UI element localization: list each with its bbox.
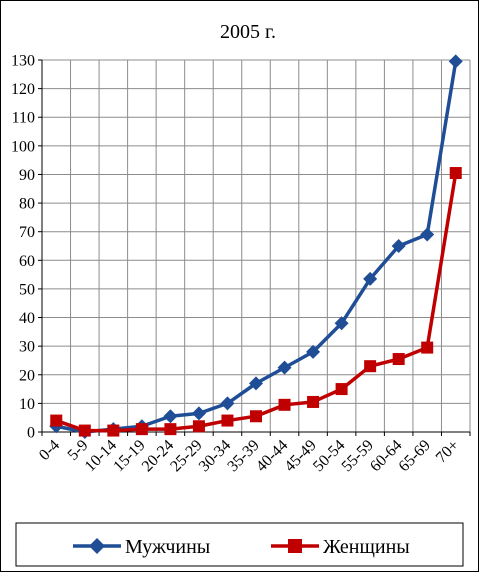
data-point-women bbox=[192, 420, 205, 433]
data-point-men bbox=[306, 344, 321, 359]
series-layer bbox=[49, 54, 463, 439]
y-tick-label: 50 bbox=[19, 281, 35, 298]
y-tick-label: 40 bbox=[19, 310, 35, 327]
y-tick-label: 20 bbox=[19, 367, 35, 384]
data-point-women bbox=[221, 414, 234, 427]
legend: Мужчины Женщины bbox=[15, 522, 464, 567]
legend-box bbox=[15, 522, 464, 567]
legend-label-men: Мужчины bbox=[125, 536, 210, 558]
data-point-women bbox=[78, 424, 91, 437]
data-point-men bbox=[420, 227, 435, 242]
x-tick-label: 40-44 bbox=[253, 437, 291, 475]
x-tick-label: 70+ bbox=[433, 437, 463, 467]
data-point-women bbox=[449, 167, 462, 180]
x-tick-label: 15-19 bbox=[110, 437, 148, 475]
data-point-women bbox=[135, 423, 148, 436]
y-tick-label: 90 bbox=[19, 167, 35, 184]
x-tick-label: 55-59 bbox=[339, 437, 377, 475]
y-tick-label: 70 bbox=[19, 224, 35, 241]
data-point-women bbox=[392, 353, 405, 366]
y-tick-label: 110 bbox=[12, 110, 35, 127]
x-tick-label: 45-49 bbox=[281, 437, 319, 475]
data-point-men bbox=[220, 396, 235, 411]
x-tick-label: 10-14 bbox=[82, 437, 120, 475]
y-tick-label: 80 bbox=[19, 196, 35, 213]
data-point-women bbox=[278, 398, 291, 411]
data-point-men bbox=[163, 409, 178, 424]
x-axis-ticks: 0-4 5-910-1415-1920-2425-2930-3435-3940-4… bbox=[36, 437, 463, 475]
data-point-men bbox=[191, 406, 206, 421]
x-tick-label: 25-29 bbox=[167, 437, 205, 475]
y-tick-label: 0 bbox=[27, 425, 35, 442]
data-point-women bbox=[164, 423, 177, 436]
data-point-men bbox=[334, 316, 349, 331]
data-point-women bbox=[421, 341, 434, 354]
y-tick-label: 130 bbox=[11, 53, 35, 70]
y-tick-label: 10 bbox=[19, 396, 35, 413]
x-tick-label: 50-54 bbox=[310, 437, 348, 475]
y-tick-label: 30 bbox=[19, 339, 35, 356]
data-point-women bbox=[50, 414, 63, 427]
data-point-women bbox=[250, 410, 262, 423]
y-tick-label: 60 bbox=[19, 253, 35, 270]
y-tick-label: 100 bbox=[11, 138, 35, 155]
data-point-women bbox=[364, 360, 377, 373]
data-point-men bbox=[277, 360, 292, 375]
grid bbox=[42, 59, 471, 432]
x-tick-label: 0-4 bbox=[36, 437, 63, 464]
data-point-men bbox=[448, 54, 463, 69]
data-point-women bbox=[107, 424, 120, 437]
series-line-women bbox=[55, 172, 458, 433]
data-point-men bbox=[249, 376, 263, 391]
y-axis-ticks: 0 10 20 30 40 50 60 70 80 90 100 110 120 130 bbox=[11, 53, 35, 442]
x-tick-label: 30-34 bbox=[196, 437, 234, 475]
x-tick-label: 35-39 bbox=[224, 437, 262, 475]
data-point-men bbox=[391, 239, 406, 253]
legend-label-women: Женщины bbox=[323, 536, 410, 558]
data-point-women bbox=[335, 383, 348, 396]
x-tick-label: 60-64 bbox=[367, 437, 405, 475]
chart-title: 2005 г. bbox=[220, 21, 276, 43]
y-tick-label: 120 bbox=[11, 81, 35, 98]
legend-marker-men bbox=[89, 538, 105, 554]
data-point-men bbox=[363, 271, 378, 286]
data-point-women bbox=[307, 395, 320, 408]
x-tick-label: 20-24 bbox=[139, 437, 177, 475]
x-tick-label: 65-69 bbox=[396, 437, 434, 475]
legend-marker-women bbox=[288, 539, 302, 553]
